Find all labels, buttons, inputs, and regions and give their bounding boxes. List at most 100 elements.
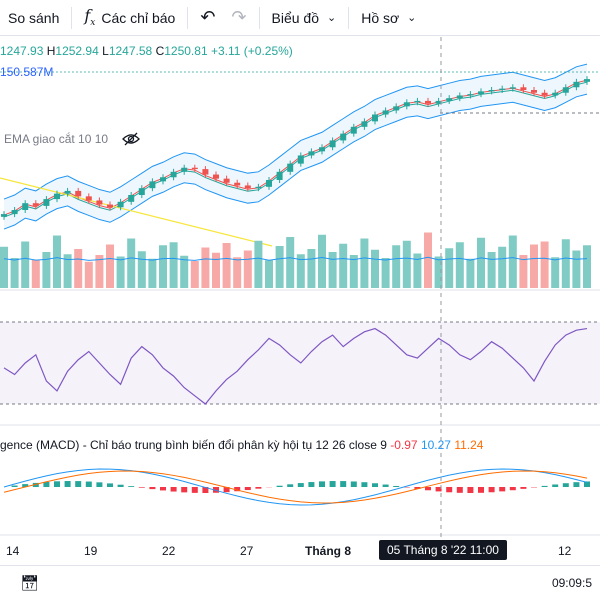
macd-histogram-bar [64,481,71,487]
macd-histogram-bar [244,487,251,491]
close-value: 1250.81 [164,44,208,58]
macd-line-value: 10.27 [420,438,451,452]
volume-bar [53,235,61,288]
close-label: C [155,44,165,58]
candle-body [117,201,124,208]
macd-histogram-bar [202,487,209,493]
candle-body [266,180,272,187]
volume-bar [328,252,337,288]
macd-histogram-bar [213,487,219,493]
volume-bar [445,248,454,288]
volume-bar [0,246,8,288]
bollinger-upper [3,63,588,200]
candle-body [234,182,241,186]
candle-body [319,147,325,152]
redo-button[interactable]: ↷ [223,0,254,36]
change-value: +3.11 (+0.25%) [210,44,293,58]
candle-body [170,171,177,178]
macd-histogram-bar [478,487,484,493]
x-tick: Tháng 8 [305,544,352,558]
price-chart[interactable] [0,37,600,565]
volume-bar [530,244,538,288]
macd-histogram-bar [43,481,50,487]
ema-label: EMA giao cắt 10 10 [4,132,109,146]
volume-bar [551,257,560,288]
volume-bar [243,250,252,288]
candle-body [414,100,421,103]
macd-histogram-bar [149,487,156,490]
indicators-button[interactable]: fx Các chỉ báo [76,0,183,36]
bottom-bar: 📅︎ 09:09:5 [0,565,600,600]
macd-histogram-bar [393,485,400,487]
candle-body [255,186,262,189]
candle-body [181,167,188,172]
macd-histogram-bar [276,485,283,487]
macd-histogram-bar [499,487,506,492]
volume-bar [434,256,443,288]
candle-body [382,110,389,115]
candle-body [287,163,294,172]
macd-histogram-bar [287,484,294,487]
ema-line [3,81,588,218]
chevron-down-icon: ⌄ [407,12,417,24]
profile-dropdown[interactable]: Hồ sơ ⌄ [353,0,424,36]
candle-body [393,106,400,111]
candle-body [11,210,18,215]
macd-histogram-bar [234,487,241,492]
volume-bar [180,255,189,288]
candle-body [223,178,230,183]
chart-type-dropdown[interactable]: Biểu đồ ⌄ [264,0,345,36]
candle-body [244,185,251,189]
clock-time[interactable]: 09:09:5 [551,576,592,590]
macd-histogram-bar [223,487,230,493]
ema-legend[interactable]: EMA giao cắt 10 10 [4,132,140,146]
volume-ma-line [3,256,588,261]
candle-body [308,151,315,156]
volume-bar [487,252,496,288]
candle-body [85,196,92,201]
volume-bar [95,255,104,288]
candle-body [435,100,442,104]
rsi-line [3,327,588,405]
volume-bar [381,258,390,288]
macd-histogram-bar [191,487,198,493]
x-tick: 12 [558,544,572,558]
candle-body [488,90,495,92]
candle-body [509,87,516,89]
candle-body [552,92,559,96]
bollinger-lower [3,93,588,230]
x-tick: 19 [84,544,98,558]
profile-label: Hồ sơ [361,9,400,26]
macd-histogram-bar [552,484,559,487]
candle-body [213,174,219,179]
macd-line [3,468,588,506]
macd-histogram-bar [446,487,453,493]
volume-bar [296,254,305,288]
go-to-date-icon[interactable]: 📅︎ [20,575,40,592]
candle-body [340,133,347,141]
undo-button[interactable]: ↶ [192,0,223,36]
redo-icon: ↷ [231,7,247,27]
macd-legend: gence (MACD) - Chỉ báo trung bình biến đ… [0,438,483,452]
volume-bar [286,237,295,288]
volume-bar [307,249,316,288]
chart-type-label: Biểu đồ [271,9,319,26]
low-label: L [102,44,109,58]
volume-bar [222,243,231,288]
macd-histogram-bar [128,486,135,487]
x-tick: 22 [162,544,176,558]
volume-bar [455,242,464,288]
volume-bar [572,250,581,288]
macd-histogram-bar [181,487,188,493]
volume-bar [42,252,51,288]
eye-hidden-icon[interactable] [122,132,140,146]
macd-histogram-bar [138,487,145,488]
volume-bar [466,258,475,288]
candle-body [372,114,378,122]
macd-histogram-bar [308,482,315,487]
macd-histogram-bar [319,481,325,487]
compare-button[interactable]: So sánh [0,0,67,36]
macd-hist-value: -0.97 [390,438,418,452]
undo-icon: ↶ [200,7,216,27]
volume-bar [233,257,242,288]
